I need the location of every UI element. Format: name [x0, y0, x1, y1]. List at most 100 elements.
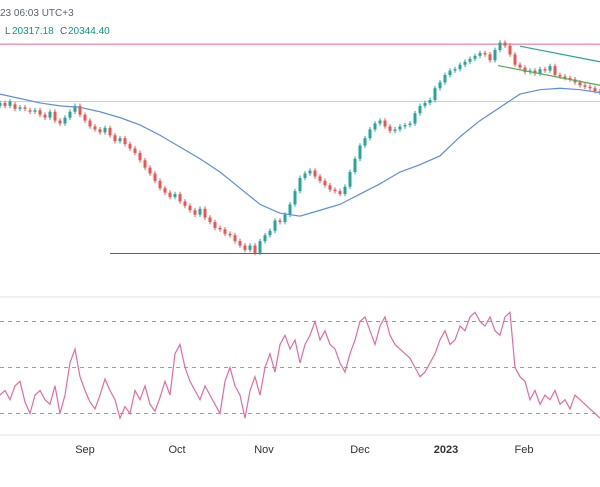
- candle-body: [398, 126, 402, 130]
- candle-body: [28, 110, 32, 112]
- candle-body: [303, 173, 307, 178]
- candle-body: [198, 208, 202, 215]
- candle-body: [393, 129, 397, 131]
- candle-body: [178, 194, 182, 202]
- candle-body: [248, 245, 252, 250]
- candle-body: [158, 180, 162, 189]
- rsi-pane[interactable]: [0, 311, 600, 420]
- candle-body: [243, 245, 247, 250]
- candle-body: [598, 91, 600, 93]
- year-label-2023: 2023: [434, 444, 458, 456]
- candle-body: [163, 188, 167, 193]
- candle-body: [43, 114, 47, 118]
- candle-body: [543, 69, 547, 71]
- candle-body: [268, 230, 272, 236]
- candle-body: [168, 192, 172, 198]
- candle-body: [193, 210, 197, 215]
- candle-body: [548, 66, 552, 71]
- candle-body: [188, 205, 192, 211]
- candle-body: [233, 235, 237, 242]
- candle-body: [583, 85, 587, 87]
- candle-body: [98, 129, 102, 133]
- candle-body: [508, 45, 512, 55]
- candle-body: [403, 124, 407, 127]
- candle-body: [368, 129, 372, 139]
- candle-body: [88, 120, 92, 127]
- candle-body: [458, 64, 462, 70]
- candle-body: [128, 144, 132, 149]
- candle-body: [203, 208, 207, 218]
- candle-body: [408, 123, 412, 125]
- candle-body: [228, 233, 232, 236]
- candle-body: [578, 82, 582, 86]
- candle-body: [463, 61, 467, 65]
- candle-body: [378, 120, 382, 124]
- candle-body: [563, 76, 567, 78]
- candle-body: [503, 42, 507, 46]
- candle-body: [443, 74, 447, 83]
- candle-body: [208, 217, 212, 223]
- candle-body: [533, 70, 537, 74]
- candle-body: [308, 170, 312, 174]
- month-label-feb: Feb: [515, 444, 534, 456]
- chart-header: 23 06:03 UTC+3 L 20317.18 C 20344.40: [0, 0, 600, 40]
- candle-body: [358, 145, 362, 159]
- candle-body: [348, 172, 352, 187]
- candle-body: [148, 167, 152, 174]
- candle-body: [388, 126, 392, 131]
- candle-body: [58, 120, 62, 124]
- candle-body: [218, 227, 222, 230]
- candle-body: [448, 70, 452, 75]
- candle-body: [53, 111, 57, 121]
- candle-body: [428, 99, 432, 103]
- candle-body: [433, 88, 437, 100]
- candle-body: [568, 77, 572, 80]
- candle-body: [68, 111, 72, 118]
- candle-body: [593, 88, 597, 92]
- candle-body: [63, 117, 67, 124]
- candle-body: [323, 180, 327, 186]
- candle-body: [313, 170, 317, 177]
- candle-body: [383, 120, 387, 127]
- candle-body: [73, 105, 77, 112]
- candle-body: [253, 245, 257, 253]
- header-timestamp: 23 06:03 UTC+3: [0, 8, 74, 19]
- rsi-line: [0, 311, 600, 420]
- candle-body: [298, 177, 302, 192]
- candle-body: [588, 86, 592, 89]
- candle-body: [103, 127, 107, 133]
- candle-body: [498, 42, 502, 50]
- candle-body: [318, 176, 322, 181]
- candle-body: [108, 127, 112, 136]
- candle-body: [493, 49, 497, 61]
- candle-body: [518, 64, 522, 68]
- candle-body: [183, 201, 187, 206]
- candle-body: [538, 69, 542, 74]
- price-pane[interactable]: [0, 40, 600, 256]
- month-label-sep: Sep: [75, 444, 95, 456]
- candle-body: [78, 105, 82, 115]
- candle-body: [138, 152, 142, 161]
- candle-body: [173, 194, 177, 198]
- time-axis[interactable]: Sep Oct Nov Dec 2023 Feb: [75, 444, 533, 456]
- channel-upper-line: [519, 45, 600, 63]
- candle-body: [363, 138, 367, 146]
- candle-body: [283, 214, 287, 223]
- candle-body: [213, 222, 217, 228]
- candle-body: [478, 52, 482, 56]
- candle-body: [453, 69, 457, 71]
- low-label: L: [5, 26, 11, 37]
- candle-body: [343, 186, 347, 195]
- candle-body: [473, 55, 477, 59]
- candle-body: [353, 158, 357, 173]
- month-label-dec: Dec: [350, 444, 370, 456]
- candle-body: [153, 173, 157, 181]
- low-value: 20317.18: [12, 26, 54, 37]
- candle-body: [18, 107, 22, 109]
- candle-body: [93, 126, 97, 130]
- candle-body: [258, 241, 262, 253]
- candle-body: [418, 105, 422, 114]
- candle-body: [3, 102, 7, 106]
- candle-body: [238, 241, 242, 246]
